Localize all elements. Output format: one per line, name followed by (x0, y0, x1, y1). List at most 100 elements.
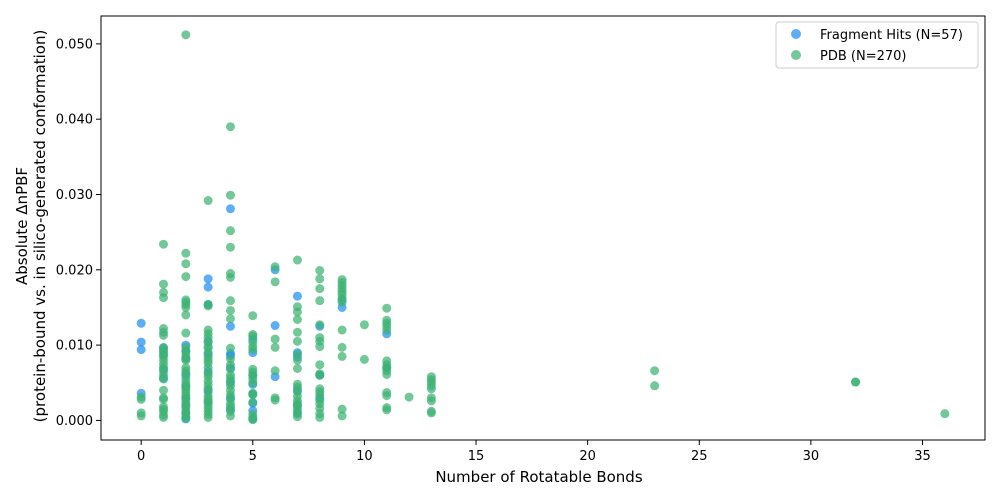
pdb-point (248, 415, 258, 425)
pdb-point (382, 405, 392, 415)
x-tick-label: 20 (579, 449, 596, 464)
pdb-point (203, 412, 213, 422)
pdb-point (136, 394, 146, 404)
pdb-point (181, 355, 191, 365)
pdb-point (225, 343, 235, 353)
y-tick-label: 0.000 (56, 414, 93, 429)
pdb-point (337, 404, 347, 414)
pdb-point (292, 327, 302, 337)
fragment-hit-point (225, 204, 235, 214)
pdb-point (382, 325, 392, 335)
pdb-point (270, 262, 280, 272)
pdb-point (159, 330, 169, 340)
fragment-hit-point (203, 282, 213, 292)
pdb-point (225, 296, 235, 306)
pdb-point (181, 310, 191, 320)
y-tick-label: 0.030 (56, 188, 93, 203)
pdb-point (181, 248, 191, 258)
pdb-point (426, 408, 436, 418)
legend-marker-pdb (791, 50, 801, 60)
fragment-hit-point (136, 318, 146, 328)
legend-label-fragment-hits: Fragment Hits (N=57) (820, 28, 963, 43)
pdb-point (203, 196, 213, 206)
pdb-point (940, 409, 950, 419)
pdb-point (248, 378, 258, 388)
pdb-point (382, 369, 392, 379)
pdb-point (650, 381, 660, 391)
y-axis-label-line-2: (protein-bound vs. in silico-generated c… (31, 30, 49, 423)
pdb-point (292, 336, 302, 346)
pdb-point (315, 360, 325, 370)
pdb-point (159, 374, 169, 384)
pdb-point (181, 272, 191, 282)
legend-marker-fragment-hits (791, 29, 801, 39)
y-tick-label: 0.020 (56, 263, 93, 278)
x-tick-label: 10 (356, 449, 373, 464)
pdb-point (181, 302, 191, 312)
pdb-point (426, 396, 436, 406)
pdb-point (315, 342, 325, 352)
pdb-point (225, 411, 235, 421)
pdb-point (315, 320, 325, 330)
pdb-point (404, 392, 414, 402)
x-tick-label: 35 (914, 449, 931, 464)
x-tick-label: 25 (691, 449, 708, 464)
pdb-point (248, 311, 258, 321)
fragment-hit-point (292, 291, 302, 301)
pdb-point (292, 363, 302, 373)
pdb-point (181, 413, 191, 423)
x-axis-label: Number of Rotatable Bonds (435, 468, 643, 486)
pdb-point (270, 342, 280, 352)
y-tick-label: 0.010 (56, 339, 93, 354)
pdb-point (337, 351, 347, 361)
pdb-point (337, 325, 347, 335)
x-tick-label: 15 (468, 449, 485, 464)
y-axis-label: Absolute ΔnPBF (protein-bound vs. in sil… (13, 30, 49, 423)
x-tick-label: 5 (249, 449, 257, 464)
fragment-hit-point (203, 274, 213, 284)
legend: Fragment Hits (N=57) PDB (N=270) (775, 21, 979, 69)
pdb-point (270, 277, 280, 287)
pdb-point (159, 394, 169, 404)
fragment-hit-point (136, 337, 146, 347)
pdb-point (159, 412, 169, 422)
pdb-point (203, 301, 213, 311)
pdb-point (337, 342, 347, 352)
fragment-hit-point (225, 321, 235, 331)
pdb-point (225, 305, 235, 315)
pdb-point (650, 366, 660, 376)
pdb-point (292, 315, 302, 324)
plot-frame (100, 15, 986, 441)
pdb-point (225, 226, 235, 236)
pdb-point (292, 355, 302, 365)
pdb-point (159, 293, 169, 303)
pdb-point (382, 391, 392, 401)
pdb-point (181, 328, 191, 338)
pdb-point (181, 30, 191, 40)
y-tick-label: 0.050 (56, 37, 93, 52)
pdb-point (851, 377, 861, 387)
y-axis-ticks: 0.000 0.010 0.020 0.030 0.040 0.050 (56, 37, 101, 429)
pdb-point (315, 266, 325, 276)
x-axis-ticks: 0 5 10 15 20 25 30 35 (137, 440, 931, 464)
pdb-point (225, 242, 235, 252)
pdb-point (359, 354, 369, 364)
pdb-point (292, 412, 302, 422)
pdb-point (159, 385, 169, 395)
x-tick-label: 0 (137, 449, 145, 464)
pdb-point (337, 297, 347, 307)
pdb-point (225, 314, 235, 324)
pdb-point (225, 122, 235, 132)
legend-box (775, 21, 979, 69)
y-tick-label: 0.040 (56, 113, 93, 128)
pdb-point (315, 274, 325, 284)
pdb-point (270, 366, 280, 376)
pdb-point (225, 272, 235, 282)
pdb-point (315, 284, 325, 294)
pdb-point (248, 397, 258, 407)
pdb-point (248, 345, 258, 355)
pdb-point (248, 390, 258, 400)
fragment-hit-point (270, 321, 280, 331)
pdb-point (136, 411, 146, 421)
